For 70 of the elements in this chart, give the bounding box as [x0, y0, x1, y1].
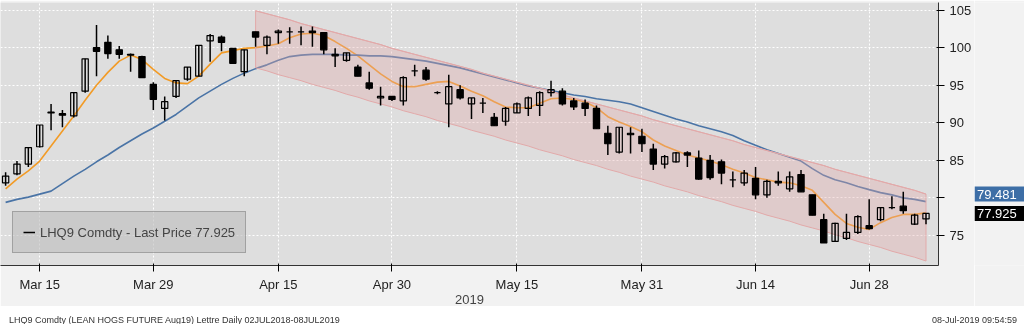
y-tick-label: 75	[949, 227, 964, 243]
x-axis-title: 2019	[455, 291, 484, 307]
candlestick	[24, 146, 33, 168]
candlestick	[206, 33, 214, 63]
candlestick	[263, 34, 271, 56]
legend-label: LHQ9 Comdty - Last Price 77.925	[40, 224, 236, 240]
candlestick	[467, 97, 476, 120]
y-tick-label: 100	[949, 40, 972, 56]
candlestick	[70, 91, 78, 119]
candlestick	[649, 143, 658, 171]
x-tick-label: Jun 28	[849, 276, 889, 292]
line-series	[255, 10, 927, 195]
candlestick	[899, 191, 907, 215]
candlestick	[763, 179, 771, 199]
candlestick	[535, 90, 544, 117]
candlestick	[547, 79, 555, 98]
y-tick-label: 105	[949, 2, 972, 18]
candlestick	[695, 149, 703, 181]
candlestick	[638, 127, 646, 153]
x-tick-label: Mar 15	[19, 276, 60, 292]
text: 77.925	[977, 205, 1017, 221]
candlestick	[785, 170, 794, 193]
candlestick	[842, 212, 851, 241]
candlestick	[820, 212, 828, 244]
candlestick	[592, 104, 601, 130]
candlestick	[92, 24, 101, 77]
y-tick-label: 95	[949, 77, 964, 93]
candlestick	[717, 158, 726, 186]
candlestick	[513, 101, 521, 114]
candlestick	[501, 106, 510, 127]
candlestick	[365, 70, 373, 91]
candlestick	[195, 44, 203, 77]
y-tick-label: 85	[949, 152, 964, 168]
candlestick	[35, 124, 44, 149]
candlestick	[399, 75, 408, 107]
candlestick	[797, 169, 805, 193]
candlestick	[308, 25, 317, 48]
candlestick	[331, 47, 339, 68]
candlestick	[160, 95, 169, 122]
candlestick	[445, 73, 453, 128]
candlestick	[740, 169, 748, 187]
text: LHQ9 Comdty (LEAN HOGS FUTURE Aug19) Lettre Daily 02JUL2018-08JUL2019	[9, 315, 340, 324]
x-tick-label: Apr 15	[259, 276, 298, 292]
text: 79.481	[977, 186, 1017, 202]
candlestick	[81, 58, 89, 94]
candlestick	[922, 212, 930, 225]
candlestick	[376, 85, 385, 107]
x-tick-label: Apr 30	[372, 276, 412, 292]
candlestick	[615, 126, 623, 155]
candlestick	[831, 221, 839, 243]
candlestick	[524, 95, 533, 117]
candlestick	[104, 34, 112, 60]
candlestick	[149, 81, 158, 111]
x-tick-label: May 31	[620, 276, 664, 292]
candlestick	[706, 154, 714, 181]
candlestick	[13, 160, 21, 177]
candlestick	[865, 198, 873, 231]
candlestick	[808, 194, 817, 216]
x-tick-label: Mar 29	[133, 276, 174, 292]
text: 08-Jul-2019 09:54:59	[931, 315, 1017, 324]
candlestick	[854, 214, 862, 235]
candlestick	[172, 79, 180, 99]
y-tick-label: 90	[949, 115, 964, 131]
candlestick	[240, 49, 248, 77]
candlestick	[751, 166, 760, 201]
candlestick	[320, 31, 328, 56]
candlestick	[604, 124, 612, 156]
candlestick	[672, 151, 680, 164]
x-tick-label: May 15	[495, 276, 539, 292]
x-tick-label: Jun 14	[736, 276, 776, 292]
